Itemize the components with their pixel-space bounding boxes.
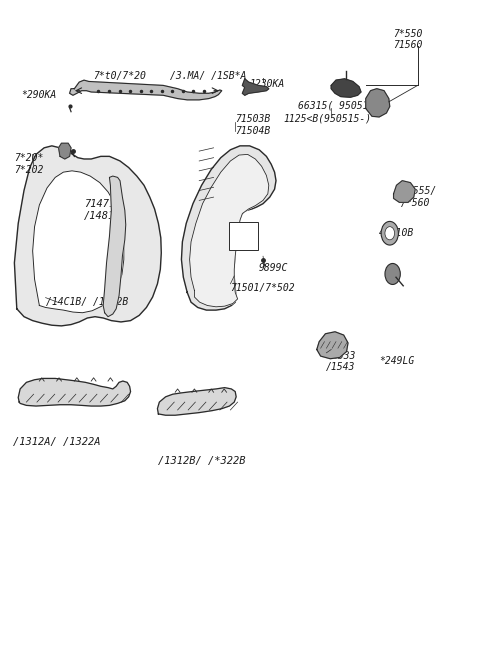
Polygon shape [33,171,124,313]
Polygon shape [366,89,390,117]
Circle shape [385,263,400,284]
Polygon shape [157,388,236,415]
Polygon shape [103,176,126,317]
Text: 71533
/1543: 71533 /1543 [326,351,356,372]
Text: 71503B
71504B: 71503B 71504B [235,114,270,135]
Polygon shape [394,181,415,202]
Polygon shape [59,143,71,159]
Text: 66315( 950515): 66315( 950515) [298,100,380,110]
Text: /14C1B/ /1402B: /14C1B/ /1402B [46,297,128,307]
Text: 7*555/
/*560: 7*555/ /*560 [401,187,436,208]
Text: 7*550
71560: 7*550 71560 [394,29,423,50]
Text: 71471/
/1481: 71471/ /1481 [84,200,121,221]
Circle shape [381,221,398,245]
Bar [229,222,258,250]
Text: 1125<B(950515-): 1125<B(950515-) [283,113,372,124]
Polygon shape [70,80,222,100]
Text: 9899C: 9899C [259,263,288,273]
Text: 7*t0/7*20: 7*t0/7*20 [94,70,146,81]
Polygon shape [190,154,269,307]
Text: /1312A/ /1322A: /1312A/ /1322A [13,436,101,447]
Polygon shape [18,378,131,406]
Text: 7*20*
7*202: 7*20* 7*202 [14,154,44,175]
Polygon shape [331,79,361,97]
Polygon shape [242,79,269,95]
Text: *249LG: *249LG [379,356,414,367]
Text: 1230KA: 1230KA [250,79,285,89]
Polygon shape [317,332,348,359]
Polygon shape [181,146,276,310]
Text: 71501/7*502: 71501/7*502 [230,283,295,293]
Text: *290KA: *290KA [22,90,57,101]
Text: /1312B/ /*322B: /1312B/ /*322B [158,456,246,466]
Circle shape [385,227,395,240]
Polygon shape [14,146,161,326]
Text: 47510B: 47510B [379,228,414,238]
Text: /3.MA/ /1SB*A: /3.MA/ /1SB*A [170,70,247,81]
